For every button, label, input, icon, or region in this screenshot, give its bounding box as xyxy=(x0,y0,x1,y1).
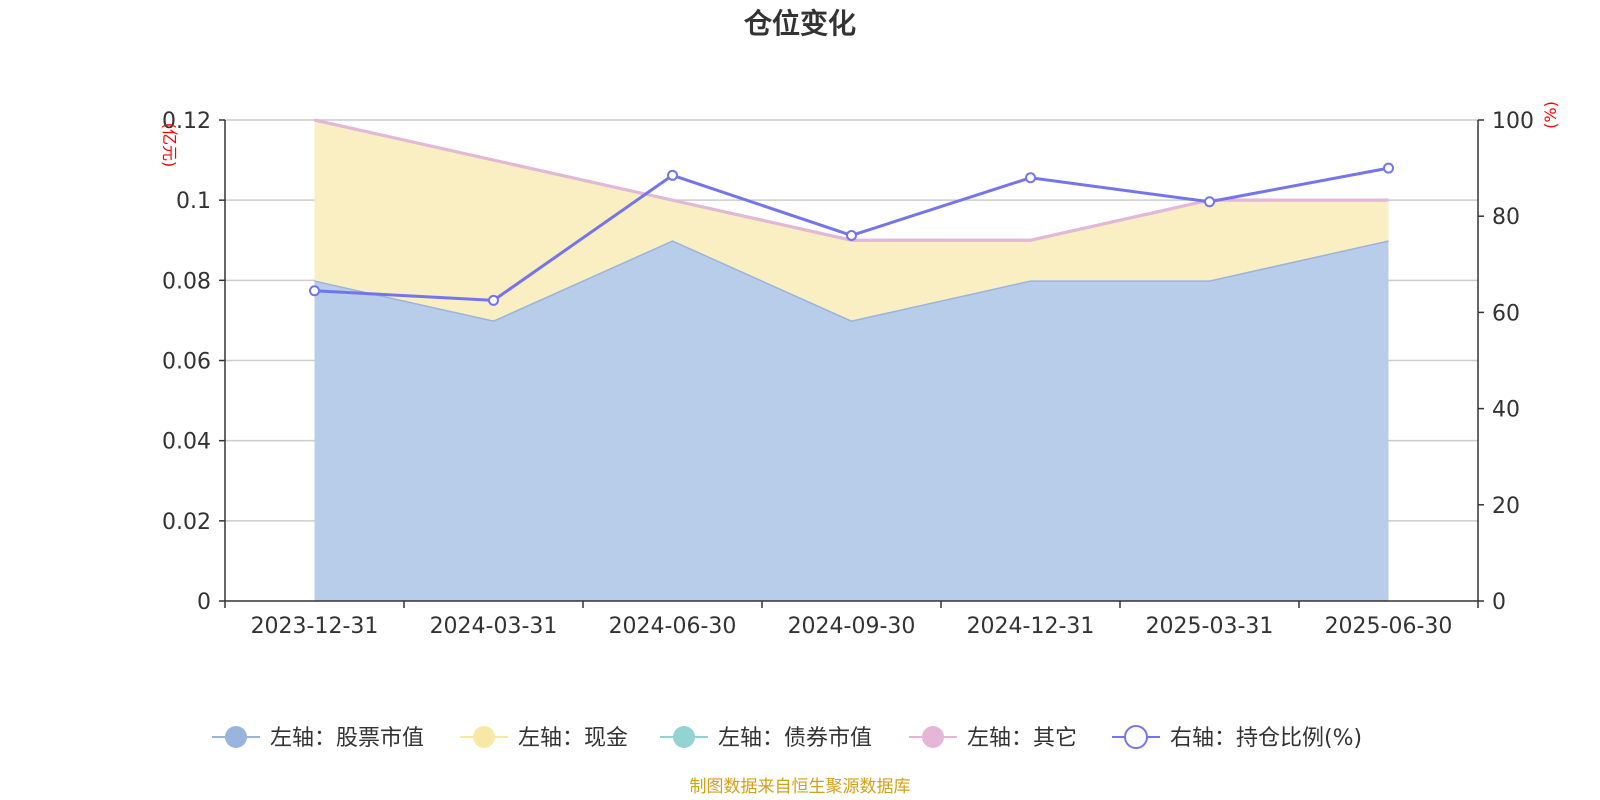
stacked-areas xyxy=(314,118,1389,601)
left-tick-label: 0.06 xyxy=(162,350,211,375)
left-axis-unit: (亿元) xyxy=(160,123,179,168)
right-tick-label: 20 xyxy=(1492,494,1520,519)
x-tick-label: 2025-03-31 xyxy=(1146,614,1274,639)
legend-marker-icon xyxy=(922,726,944,748)
legend-label: 左轴：其它 xyxy=(967,726,1077,751)
left-tick-label: 0.1 xyxy=(176,189,211,214)
legend-label: 左轴：现金 xyxy=(518,726,628,751)
left-tick-label: 0 xyxy=(197,590,211,615)
right-tick-label: 60 xyxy=(1492,301,1520,326)
ratio-point xyxy=(309,285,320,297)
ratio-point xyxy=(667,169,678,181)
x-tick-label: 2024-12-31 xyxy=(967,614,1095,639)
legend-label: 左轴：股票市值 xyxy=(270,726,424,751)
legend-item: 左轴：债券市值 xyxy=(660,726,872,751)
legend-item: 左轴：股票市值 xyxy=(212,726,424,751)
right-axis-unit: (%) xyxy=(1541,101,1560,129)
legend-label: 左轴：债券市值 xyxy=(718,726,872,751)
left-tick-label: 0.12 xyxy=(162,109,211,134)
ratio-point xyxy=(846,229,857,241)
data-source-note: 制图数据来自恒生聚源数据库 xyxy=(690,777,911,797)
legend-item: 右轴：持仓比例(%) xyxy=(1112,725,1362,751)
x-tick-label: 2025-06-30 xyxy=(1325,614,1453,639)
legend-marker-icon xyxy=(473,726,495,748)
right-tick-label: 80 xyxy=(1492,205,1520,230)
ratio-point xyxy=(1204,196,1215,208)
right-tick-label: 100 xyxy=(1492,109,1534,134)
x-tick-label: 2024-03-31 xyxy=(430,614,558,639)
legend-label: 右轴：持仓比例(%) xyxy=(1170,726,1362,751)
x-tick-label: 2024-09-30 xyxy=(788,614,916,639)
legend-marker-icon xyxy=(225,726,247,748)
ratio-point xyxy=(1025,172,1036,184)
ratio-point xyxy=(488,294,499,306)
legend-item: 左轴：现金 xyxy=(460,726,628,751)
legend-marker-icon xyxy=(1124,725,1148,749)
right-tick-label: 0 xyxy=(1492,590,1506,615)
right-tick-label: 40 xyxy=(1492,398,1520,423)
left-tick-label: 0.02 xyxy=(162,510,211,535)
ratio-point xyxy=(1383,162,1394,174)
holding-ratio-line xyxy=(309,162,1394,306)
legend-item: 左轴：其它 xyxy=(909,726,1077,751)
axes: 0 0.02 0.04 0.06 0.08 0.1 0.12 0 20 40 60 80 100 2023… xyxy=(162,109,1534,639)
area-series-0 xyxy=(314,240,1389,601)
area-series-1 xyxy=(314,120,1389,321)
x-tick-label: 2024-06-30 xyxy=(609,614,737,639)
left-tick-label: 0.08 xyxy=(162,269,211,294)
legend-marker-icon xyxy=(673,726,695,748)
left-tick-label: 0.04 xyxy=(162,430,211,455)
chart-title: 仓位变化 xyxy=(744,7,856,40)
x-tick-label: 2023-12-31 xyxy=(251,614,379,639)
legend: 左轴：股票市值 左轴：现金 左轴：债券市值 左轴：其它 右轴：持仓比例(%) xyxy=(212,725,1362,751)
